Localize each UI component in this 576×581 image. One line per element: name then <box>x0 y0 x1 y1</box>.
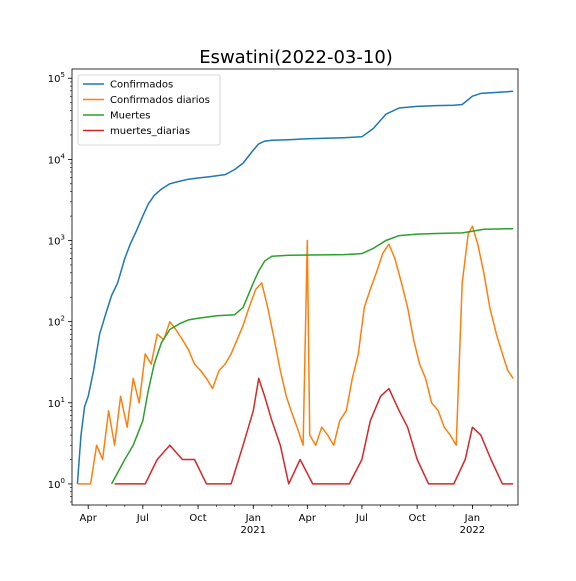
x-tick-label-3: Jan <box>245 513 261 524</box>
x-tick-label-6: Oct <box>409 513 426 524</box>
legend-label-0: Confirmados <box>110 80 173 91</box>
y-tick-label-1: 101 <box>48 396 65 410</box>
x-tick-label-7: Jan <box>464 513 480 524</box>
series-line-1 <box>77 225 514 485</box>
x-tick-label-4: Apr <box>299 513 317 524</box>
series-line-2 <box>110 227 514 485</box>
y-tick-label-3: 103 <box>48 234 65 248</box>
axes-frame <box>71 68 519 506</box>
legend-label-3: muertes_diarias <box>110 126 190 137</box>
y-tick-label-5: 105 <box>48 71 65 85</box>
legend: Confirmados Confirmados diarios Muertes mue… <box>77 74 221 146</box>
x-tick-label-2: Oct <box>189 513 206 524</box>
x-tick-label-0: Apr <box>80 513 98 524</box>
legend-label-1: Confirmados diarios <box>110 95 210 106</box>
y-tick-label-4: 104 <box>48 152 66 166</box>
x-tick-label-1: Jul <box>136 513 149 524</box>
y-tick-label-0: 100 <box>48 477 65 491</box>
y-tick-label-2: 102 <box>48 315 65 329</box>
plot-area <box>76 90 514 485</box>
series-line-0 <box>76 90 514 484</box>
x-tick-sublabel-3: 2021 <box>241 525 266 536</box>
chart-title: Eswatini(2022-03-10) <box>199 47 393 68</box>
legend-box <box>77 74 221 146</box>
legend-label-2: Muertes <box>110 111 151 122</box>
x-tick-sublabel-7: 2022 <box>460 525 485 536</box>
x-tick-label-5: Jul <box>355 513 368 524</box>
series-line-3 <box>114 377 514 485</box>
